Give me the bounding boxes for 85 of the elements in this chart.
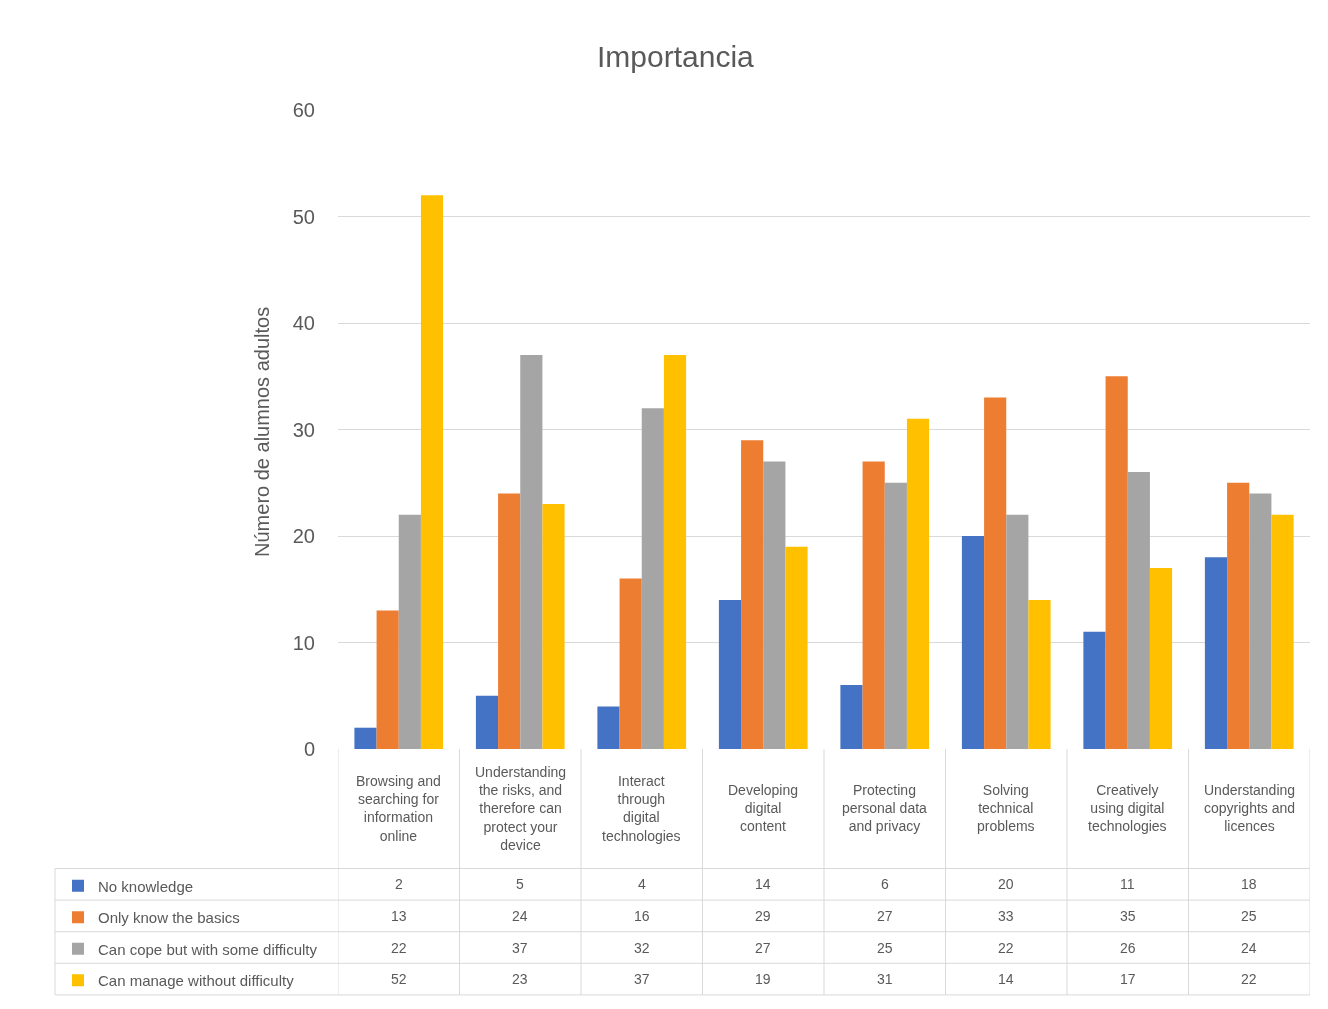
bar: [1249, 493, 1272, 749]
y-tick-label: 60: [292, 99, 315, 121]
y-axis-title: Número de alumnos adultos: [251, 306, 274, 557]
data-label: 35: [1120, 908, 1136, 924]
bar: [398, 514, 421, 749]
data-label: 14: [998, 971, 1014, 987]
data-label: 27: [755, 940, 771, 956]
data-label: 33: [998, 908, 1014, 924]
x-tick-label: Protecting personal data and privacy: [842, 782, 928, 835]
data-label: 4: [638, 876, 646, 892]
data-label: 22: [998, 940, 1014, 956]
bar: [785, 546, 808, 749]
bar: [597, 706, 620, 749]
x-tick-label: Interact through digital technologies: [602, 773, 681, 844]
data-label: 2: [395, 876, 403, 892]
data-label: 14: [755, 876, 771, 892]
y-tick-label: 0: [303, 738, 315, 760]
bar: [741, 440, 764, 749]
data-label: 16: [634, 908, 650, 924]
data-label: 52: [391, 971, 407, 987]
data-label: 22: [391, 940, 407, 956]
bar: [475, 695, 499, 749]
bar: [641, 408, 664, 749]
data-label: 23: [512, 971, 528, 987]
data-label: 25: [877, 940, 893, 956]
x-tick-label: Understanding copyrights and licences: [1204, 782, 1296, 835]
data-label: 32: [634, 940, 650, 956]
bar: [542, 504, 565, 749]
data-label: 5: [516, 876, 524, 892]
bar: [1105, 376, 1128, 749]
legend-label: Can manage without difficulty: [98, 972, 295, 990]
bar: [763, 461, 786, 749]
data-label: 17: [1120, 971, 1136, 987]
bar: [718, 599, 742, 749]
y-tick-label: 30: [292, 418, 315, 441]
bar: [840, 685, 863, 749]
bar: [984, 397, 1007, 749]
data-label: 24: [512, 908, 528, 924]
legend-label: No knowledge: [98, 877, 194, 895]
y-tick-label: 50: [292, 205, 315, 228]
bar: [884, 482, 907, 749]
legend-label: Can cope but with some difficulty: [98, 940, 318, 958]
data-label: 37: [512, 940, 528, 956]
data-label: 37: [634, 971, 650, 987]
legend-label: Only know the basics: [98, 909, 240, 927]
bar: [862, 461, 885, 749]
bar: [1227, 482, 1250, 749]
y-tick-label: 20: [292, 525, 315, 547]
bar: [1006, 514, 1029, 749]
bar: [1028, 599, 1051, 749]
bar: [1204, 557, 1228, 749]
data-label: 20: [998, 876, 1014, 892]
data-label: 11: [1120, 876, 1135, 892]
data-label: 29: [755, 908, 771, 924]
bar: [520, 354, 543, 749]
bar: [376, 610, 399, 749]
y-tick-label: 40: [292, 312, 315, 334]
y-tick-label: 10: [292, 631, 315, 654]
bar: [420, 195, 444, 749]
bar: [1271, 514, 1294, 749]
bar: [1127, 472, 1150, 749]
data-label: 24: [1241, 940, 1257, 956]
x-tick-label: Developing digital content: [728, 782, 799, 835]
x-tick-label: Solving technical problems: [977, 782, 1035, 835]
data-label: 19: [755, 971, 771, 987]
data-label: 18: [1241, 876, 1257, 892]
data-label: 27: [877, 908, 893, 924]
bar: [354, 727, 377, 749]
x-tick-label: Creatively using digital technologies: [1088, 782, 1167, 835]
bar: [663, 354, 687, 749]
x-tick-label: Browsing and searching for information online: [356, 773, 441, 844]
bar: [498, 493, 521, 749]
data-label: 26: [1120, 940, 1136, 956]
chart-title: Importancia: [597, 40, 755, 73]
data-label: 22: [1241, 971, 1257, 987]
bar: [961, 536, 985, 749]
data-label: 6: [881, 876, 889, 892]
x-tick-label: Understanding the risks, and therefore can protect your device: [475, 764, 567, 853]
bar: [1083, 631, 1106, 749]
bar: [906, 418, 930, 749]
data-label: 31: [877, 971, 893, 987]
bar: [619, 578, 642, 749]
data-label: 25: [1241, 908, 1257, 924]
data-label: 13: [391, 908, 407, 924]
bar: [1149, 567, 1173, 749]
